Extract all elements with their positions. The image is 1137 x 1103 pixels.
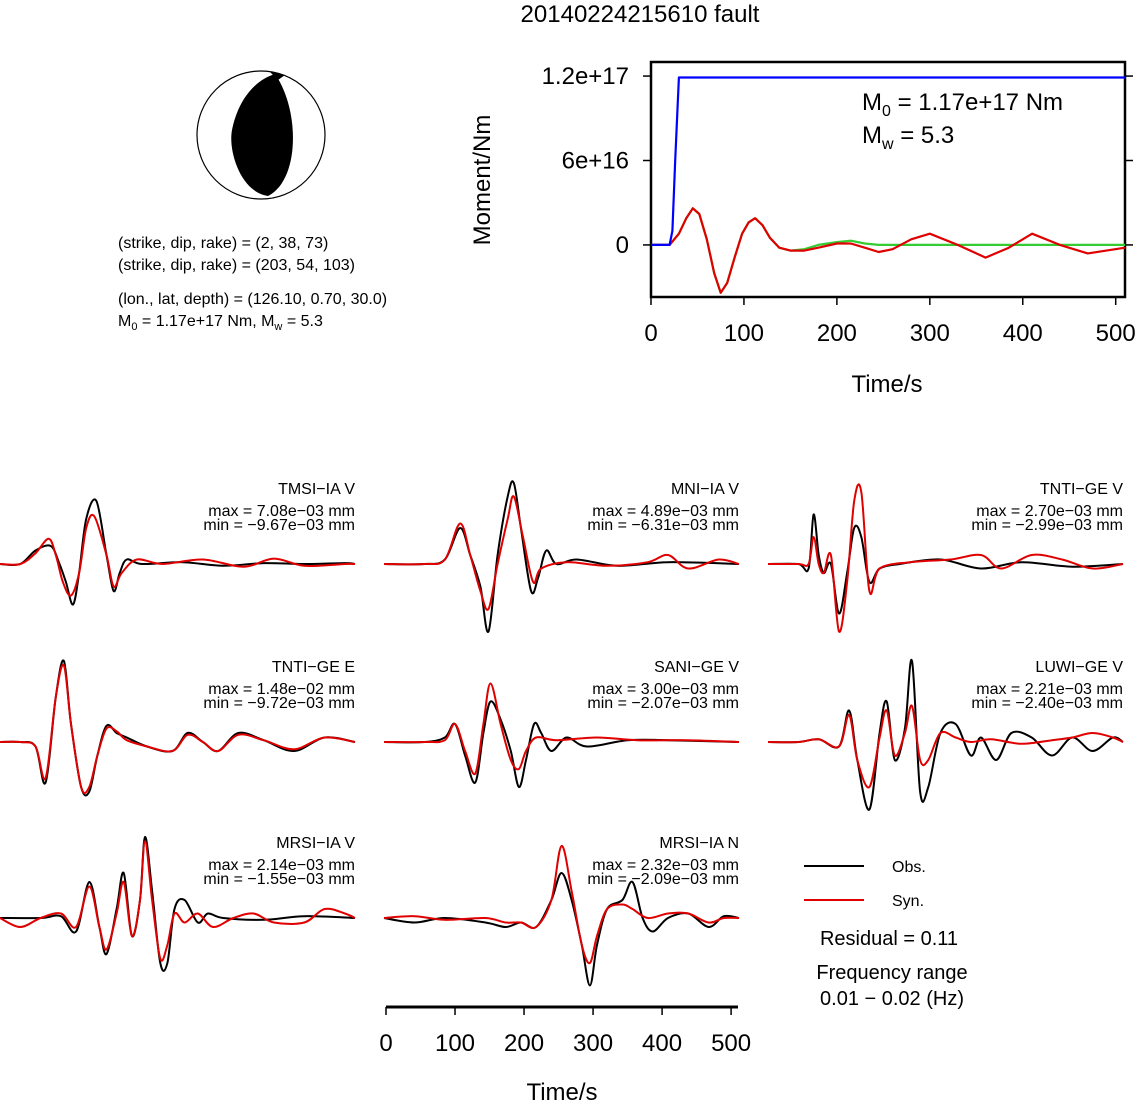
max-amplitude: max = 2.70e−03 mm <box>976 503 1123 520</box>
station-label: SANI−GE V <box>654 659 739 676</box>
legend-syn-label: Syn. <box>892 893 924 910</box>
residual-text: Residual = 0.11 <box>820 928 958 950</box>
station-label: MRSI−IA N <box>659 835 739 852</box>
moment-series-line <box>651 76 1125 246</box>
observed-trace <box>767 513 1124 615</box>
mechanism-line-4: M0 = 1.17e+17 Nm, Mw = 5.3 <box>118 313 323 333</box>
synthetic-trace <box>0 663 356 795</box>
moment-series-line <box>651 207 1126 294</box>
station-label: TMSI−IA V <box>278 481 355 498</box>
observed-trace <box>0 835 356 972</box>
moment-ytick-label: 0 <box>616 232 629 259</box>
min-amplitude: min = −2.09e−03 mm <box>587 871 739 888</box>
observed-trace <box>767 658 1124 811</box>
beachball-icon <box>196 70 326 200</box>
moment-mw-label: Mw = 5.3 <box>862 122 954 153</box>
synthetic-trace <box>383 495 740 611</box>
min-amplitude: min = −2.40e−03 mm <box>971 695 1123 712</box>
station-label: TNTI−GE E <box>272 659 355 676</box>
mechanism-info: (strike, dip, rake) = (2, 38, 73) (strik… <box>118 235 387 333</box>
synthetic-trace <box>0 513 356 597</box>
frequency-range: 0.01 − 0.02 (Hz) <box>820 988 964 1010</box>
synthetic-trace <box>383 844 740 965</box>
synthetic-trace <box>767 483 1124 633</box>
min-amplitude: min = −2.99e−03 mm <box>971 517 1123 534</box>
moment-xtick-label: 300 <box>910 320 950 347</box>
min-amplitude: min = −1.55e−03 mm <box>203 871 355 888</box>
moment-xtick-label: 0 <box>644 320 657 347</box>
synthetic-trace <box>383 682 740 776</box>
moment-xtick-label: 100 <box>724 320 764 347</box>
bottom-xtick-label: 0 <box>379 1030 392 1057</box>
bottom-xlabel: Time/s <box>526 1079 597 1103</box>
synthetic-trace <box>0 840 356 962</box>
max-amplitude: max = 4.89e−03 mm <box>592 503 739 520</box>
max-amplitude: max = 2.14e−03 mm <box>208 857 355 874</box>
max-amplitude: max = 2.21e−03 mm <box>976 681 1123 698</box>
bottom-xtick-label: 300 <box>573 1030 613 1057</box>
bottom-xtick-label: 100 <box>435 1030 475 1057</box>
max-amplitude: max = 7.08e−03 mm <box>208 503 355 520</box>
moment-xlabel: Time/s <box>851 371 922 398</box>
mechanism-line-1: (strike, dip, rake) = (2, 38, 73) <box>118 235 328 252</box>
bottom-xtick-label: 500 <box>711 1030 751 1057</box>
observed-trace <box>383 700 740 789</box>
moment-xtick-label: 500 <box>1096 320 1136 347</box>
observed-trace <box>383 480 740 633</box>
moment-m0-label: M0 = 1.17e+17 Nm <box>862 89 1063 120</box>
bottom-time-axis: 0 100 200 300 400 500 <box>379 1005 751 1057</box>
legend-obs-label: Obs. <box>892 859 926 876</box>
min-amplitude: min = −9.67e−03 mm <box>203 517 355 534</box>
min-amplitude: min = −9.72e−03 mm <box>203 695 355 712</box>
station-label: TNTI−GE V <box>1040 481 1123 498</box>
max-amplitude: max = 3.00e−03 mm <box>592 681 739 698</box>
bottom-xtick-label: 400 <box>642 1030 682 1057</box>
moment-xtick-label: 200 <box>817 320 857 347</box>
frequency-label: Frequency range <box>816 962 967 984</box>
observed-trace <box>383 871 740 987</box>
moment-ytick-label: 1.2e+17 <box>542 63 629 90</box>
min-amplitude: min = −2.07e−03 mm <box>587 695 739 712</box>
moment-ytick-label: 6e+16 <box>562 148 629 175</box>
moment-plot-frame <box>649 60 1127 299</box>
min-amplitude: min = −6.31e−03 mm <box>587 517 739 534</box>
max-amplitude: max = 2.32e−03 mm <box>592 857 739 874</box>
moment-xtick-label: 400 <box>1003 320 1043 347</box>
station-label: MRSI−IA V <box>276 835 355 852</box>
mechanism-line-2: (strike, dip, rake) = (203, 54, 103) <box>118 257 355 274</box>
legend: Obs. Syn. <box>804 859 926 910</box>
station-label: LUWI−GE V <box>1035 659 1123 676</box>
synthetic-trace <box>767 704 1124 789</box>
mechanism-line-3: (lon., lat, depth) = (126.10, 0.70, 30.0… <box>118 291 387 308</box>
moment-ylabel: Moment/Nm <box>469 115 496 246</box>
max-amplitude: max = 1.48e−02 mm <box>208 681 355 698</box>
bottom-xtick-label: 200 <box>504 1030 544 1057</box>
figure-title: 20140224215610 fault <box>521 1 760 28</box>
station-label: MNI−IA V <box>671 481 739 498</box>
